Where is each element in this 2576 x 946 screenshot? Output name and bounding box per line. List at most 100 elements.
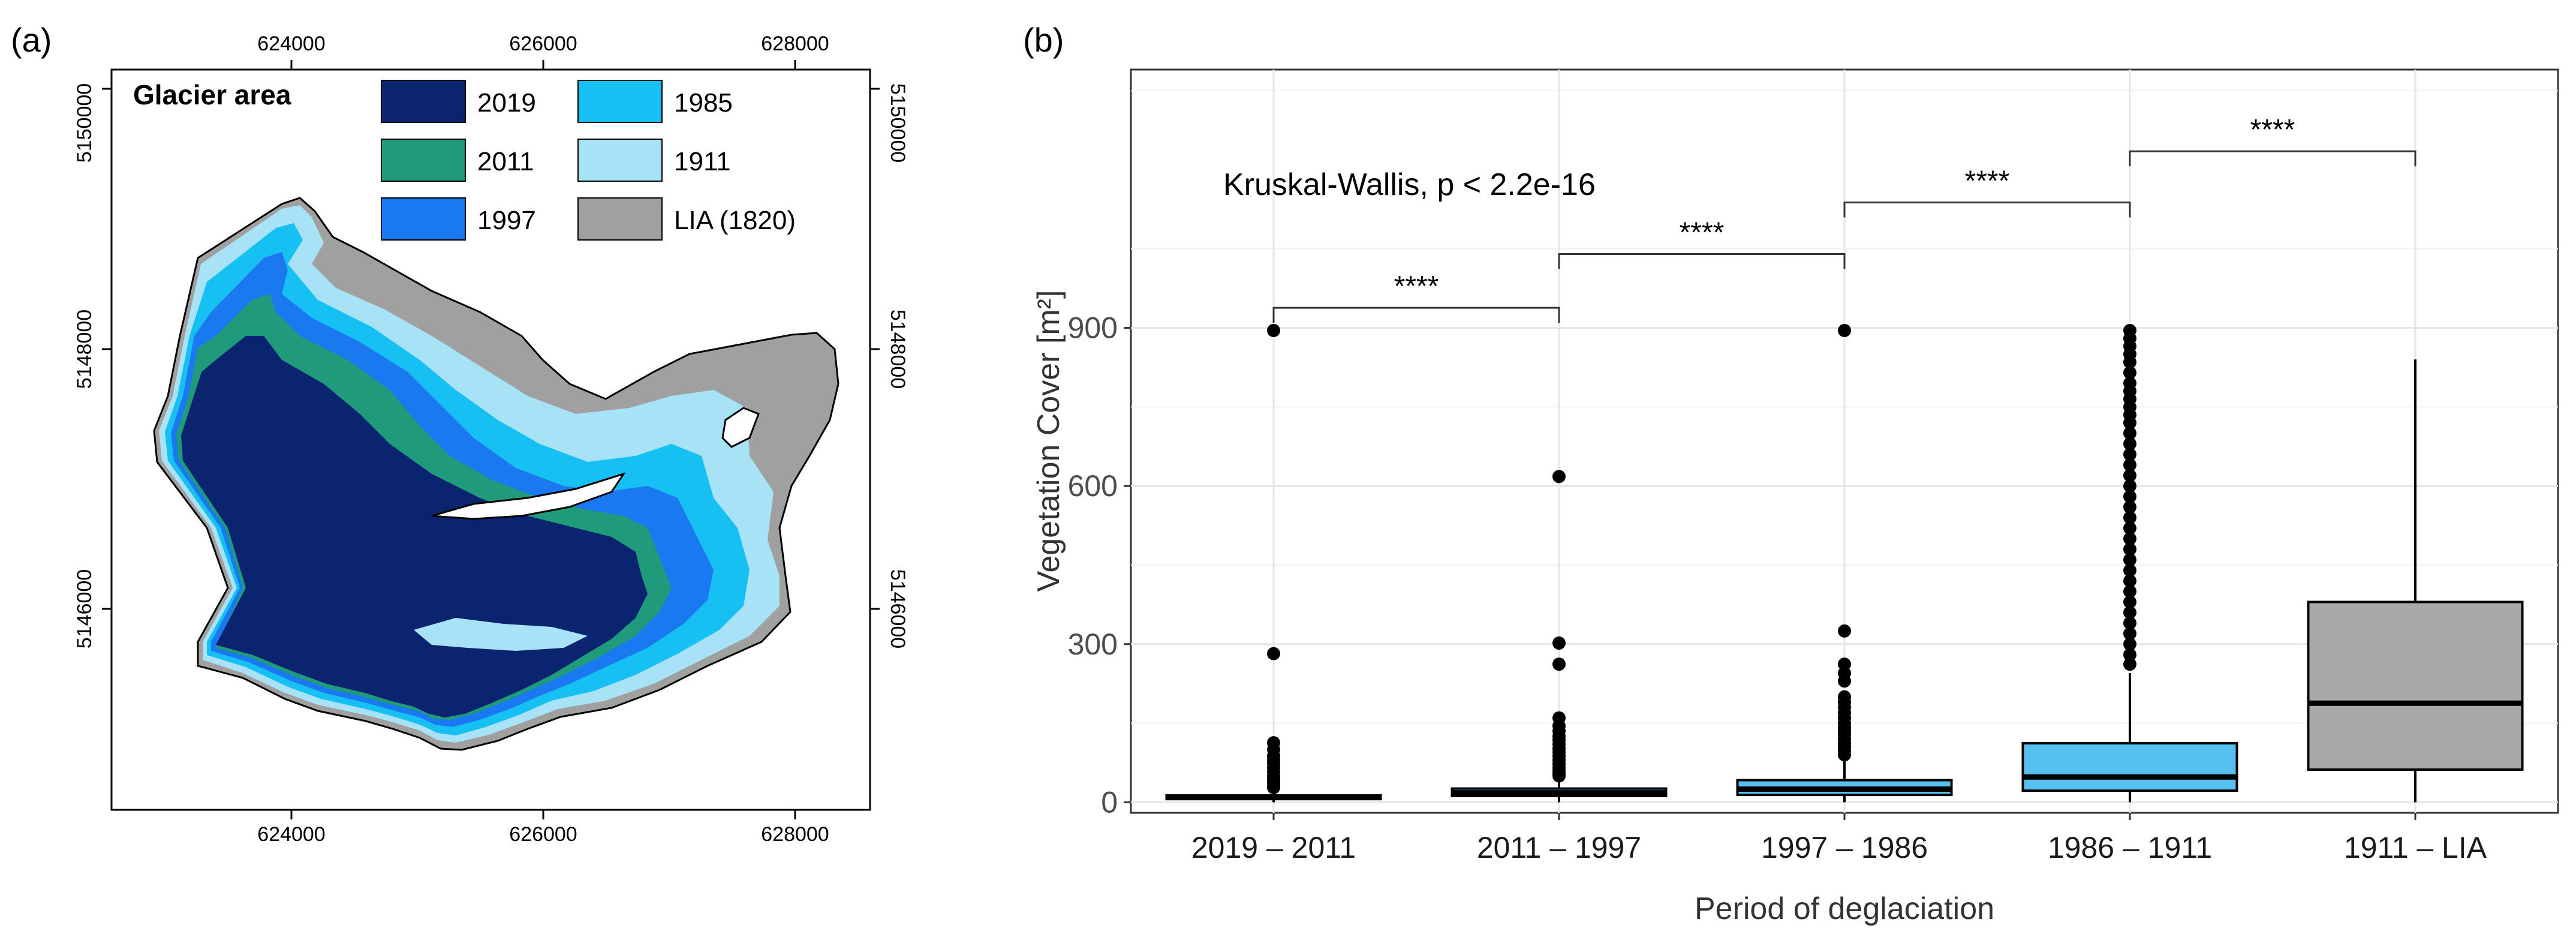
- outlier-point: [1267, 647, 1280, 660]
- box: [2307, 600, 2524, 771]
- outlier-point: [2123, 510, 2136, 524]
- outlier-point: [2123, 648, 2136, 662]
- legend-swatch-1997: [381, 197, 466, 241]
- outlier-point: [2123, 657, 2136, 671]
- outlier-point: [2123, 574, 2136, 588]
- y-tick-label: 300: [1068, 627, 1118, 661]
- outlier-point: [2123, 553, 2136, 567]
- outlier-point: [2123, 637, 2136, 651]
- outlier-point: [1552, 470, 1566, 483]
- y-axis: 0 300 600 900: [1068, 311, 1131, 819]
- outlier-point: [1838, 323, 1851, 337]
- outlier-point: [2123, 521, 2136, 535]
- bottom-tick-label: 628000: [761, 823, 829, 846]
- map-axes: [102, 60, 880, 819]
- y-tick-label: 0: [1101, 785, 1118, 819]
- legend-item: 1985: [577, 80, 733, 123]
- x-axis-title: Period of deglaciation: [1695, 891, 1994, 926]
- kruskal-wallis-label: Kruskal-Wallis, p < 2.2e-16: [1223, 167, 1596, 202]
- outlier-point: [2123, 416, 2136, 430]
- outlier-point: [2123, 489, 2136, 503]
- comparisons: **** **** **** ****: [1272, 114, 2416, 323]
- x-tick-label: 1911 – LIA: [2344, 831, 2487, 864]
- legend-label-1911: 1911: [674, 147, 731, 176]
- legend-label-1997: 1997: [477, 206, 536, 235]
- outlier-point: [2123, 532, 2136, 546]
- outlier-point: [1267, 780, 1280, 794]
- outlier-point: [2123, 469, 2136, 482]
- legend-item: 1911: [577, 139, 731, 182]
- outlier-point: [2123, 616, 2136, 630]
- outlier-point: [2123, 606, 2136, 620]
- outlier-point: [2123, 437, 2136, 451]
- panel-b-label: (b): [1023, 21, 1064, 59]
- top-tick-label: 628000: [761, 32, 829, 55]
- legend-title: Glacier area: [133, 79, 291, 110]
- legend-label-2019: 2019: [477, 88, 536, 118]
- top-tick-label: 624000: [257, 32, 325, 55]
- north-gap: [721, 407, 760, 448]
- legend-item: 2011: [381, 139, 534, 182]
- outlier-point: [1552, 636, 1566, 650]
- outlier-point: [2123, 366, 2136, 380]
- x-tick-label: 1997 – 1986: [1761, 831, 1928, 864]
- outlier-point: [2123, 427, 2136, 440]
- right-tick-label: 5148000: [886, 310, 909, 389]
- legend-swatch-2019: [381, 80, 466, 123]
- glacier-map: [153, 197, 839, 751]
- outlier-point: [2123, 595, 2136, 609]
- legend-item: 1997: [381, 197, 536, 241]
- legend-item: LIA (1820): [577, 197, 796, 241]
- left-tick-label: 5148000: [73, 310, 96, 389]
- legend-label-lia: LIA (1820): [674, 206, 796, 235]
- outlier-point: [2123, 500, 2136, 514]
- legend-label-1985: 1985: [674, 88, 733, 118]
- panel-b: (b) 0 300 600 900 2019 – 2011 2011 – 1997 199…: [1023, 21, 2559, 926]
- outlier-point: [2123, 563, 2136, 577]
- outlier-point: [1838, 748, 1851, 762]
- outlier-point: [2123, 627, 2136, 641]
- comparison-bracket: [2129, 150, 2416, 167]
- significance-label: ****: [1680, 217, 1725, 249]
- x-tick-label: 1986 – 1911: [2048, 831, 2212, 864]
- right-tick-label: 5150000: [886, 83, 909, 163]
- bottom-tick-label: 624000: [257, 823, 325, 846]
- outlier-point: [2123, 479, 2136, 493]
- left-tick-label: 5150000: [73, 83, 96, 163]
- nunatak-gap: [431, 472, 626, 520]
- panel-a-label: (a): [11, 21, 52, 59]
- y-tick-label: 600: [1068, 469, 1118, 503]
- left-tick-label: 5146000: [73, 569, 96, 648]
- legend-swatch-1911: [577, 139, 663, 182]
- outlier-point: [2123, 458, 2136, 472]
- legend-swatch-1985: [577, 80, 663, 123]
- outlier-point: [2123, 448, 2136, 461]
- right-tick-label: 5146000: [886, 569, 909, 648]
- map-tick-labels: 624000 626000 628000 624000 626000 62800…: [73, 32, 909, 846]
- significance-label: ****: [2250, 114, 2295, 146]
- significance-label: ****: [1965, 165, 2010, 197]
- bottom-tick-label: 626000: [509, 823, 577, 846]
- y-tick-label: 900: [1068, 311, 1118, 345]
- outlier-point: [2123, 355, 2136, 369]
- outlier-point: [1838, 674, 1851, 688]
- comparison-bracket: [1272, 307, 1560, 323]
- significance-label: ****: [1394, 271, 1439, 302]
- outlier-point: [1267, 323, 1280, 337]
- legend-label-2011: 2011: [477, 147, 534, 176]
- legend-swatch-lia: [577, 197, 663, 241]
- debris-band: [414, 618, 588, 651]
- map-legend: Glacier area 2019 2011 1997 1985 1911: [133, 79, 796, 241]
- outlier-point: [1552, 657, 1566, 671]
- box: [2021, 742, 2238, 792]
- x-tick-label: 2019 – 2011: [1191, 831, 1356, 864]
- outlier-point: [2123, 542, 2136, 556]
- x-tick-label: 2011 – 1997: [1477, 831, 1641, 864]
- outlier-point: [1552, 769, 1566, 783]
- extent-2019: [181, 336, 648, 717]
- x-axis: 2019 – 2011 2011 – 1997 1997 – 1986 1986 – …: [1191, 813, 2487, 864]
- comparison-bracket: [1843, 201, 2131, 218]
- legend-swatch-2011: [381, 139, 466, 182]
- panel-a: (a) Glacier area 2019 2011: [11, 21, 909, 846]
